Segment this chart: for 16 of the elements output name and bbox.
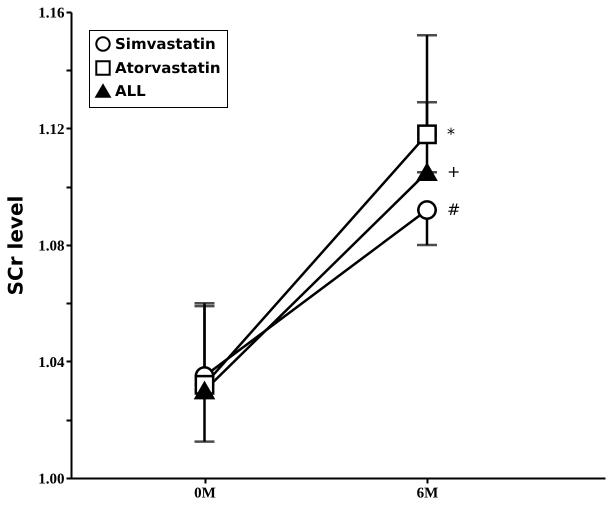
annotation: # [447, 200, 460, 220]
x-tick-label: 0M [194, 486, 216, 502]
x-tick-label: 6M [416, 486, 438, 502]
annotation: * [447, 124, 455, 144]
legend-label: Atorvastatin [115, 59, 221, 77]
y-tick-label: 1.12 [38, 122, 64, 138]
legend-label: ALL [115, 82, 146, 100]
legend-label: Simvastatin [115, 35, 216, 53]
y-axis-title: SCr level [3, 196, 28, 296]
y-tick-label: 1.04 [38, 355, 65, 371]
annotation: + [447, 162, 460, 182]
point [417, 124, 437, 144]
y-tick-label: 1.08 [38, 238, 64, 254]
y-tick-label: 1.16 [38, 6, 65, 22]
y-tick-label: 1.00 [38, 472, 64, 488]
point [417, 200, 437, 220]
